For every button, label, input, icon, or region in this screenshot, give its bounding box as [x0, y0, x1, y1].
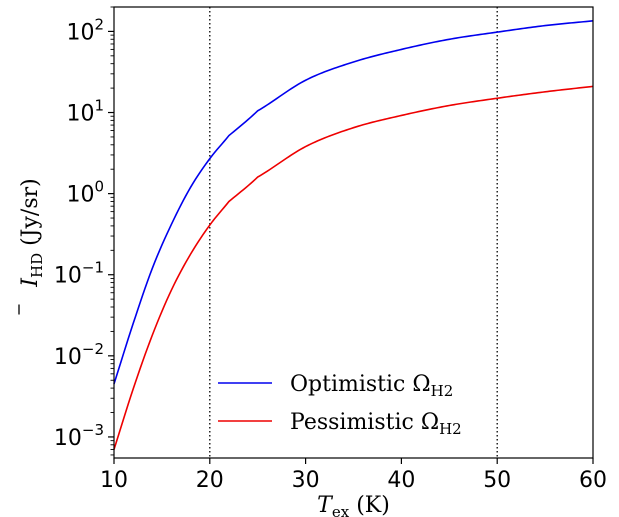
x-tick-label: 40: [387, 468, 415, 493]
x-axis-label: Tex (K): [317, 493, 390, 517]
y-tick-label: 102: [66, 15, 104, 45]
y-tick-label: 101: [66, 97, 104, 127]
x-tick-label: 60: [579, 468, 607, 493]
y-tick-label: 10−2: [54, 340, 104, 370]
x-tick-label: 50: [483, 468, 511, 493]
legend-label: Optimistic ΩH2: [290, 372, 453, 400]
plot-area: [113, 7, 594, 458]
x-axis-ticks: 10 20 30 40 50 60: [100, 458, 607, 493]
y-axis-label-group: IHD (Jy/sr): [18, 178, 46, 315]
x-axis-label-unit: (K): [349, 493, 390, 517]
x-axis-label-main: T: [317, 493, 334, 517]
x-tick-label: 10: [100, 468, 128, 493]
x-axis-label-sub: ex: [332, 503, 350, 517]
series-line-optimistic: [113, 20, 594, 385]
y-axis-label-main: I: [18, 277, 43, 288]
x-tick-label: 30: [292, 468, 320, 493]
legend: Optimistic ΩH2 Pessimistic ΩH2: [218, 372, 462, 438]
series-line-pessimistic: [113, 85, 594, 450]
plot-frame: [113, 6, 594, 459]
legend-label: Pessimistic ΩH2: [290, 410, 462, 438]
y-axis-label-sub: HD: [28, 253, 46, 278]
y-axis-label: IHD (Jy/sr): [18, 178, 46, 287]
y-axis-label-unit: (Jy/sr): [18, 178, 43, 253]
y-axis-ticks: 10−3 10−2 10−1 100 101 102: [54, 6, 114, 456]
y-tick-label: 10−1: [54, 259, 104, 289]
x-tick-label: 20: [196, 468, 224, 493]
y-tick-label: 100: [66, 178, 104, 208]
y-tick-label: 10−3: [54, 421, 104, 451]
